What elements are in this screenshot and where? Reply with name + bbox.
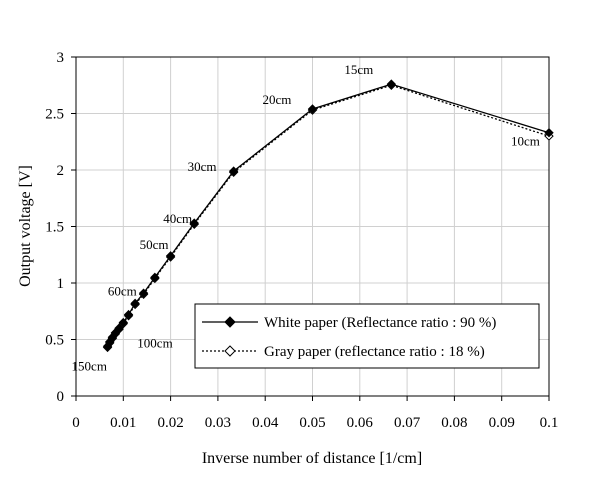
y-tick-label: 2.5 (45, 107, 64, 123)
data-point-white-paper (165, 251, 176, 261)
x-tick-label: 0.08 (441, 415, 467, 431)
y-axis: 0 0.5 1 1.5 2 2.5 3 (45, 50, 76, 405)
x-tick-label: 0.02 (157, 415, 183, 431)
x-tick-label: 0 (72, 415, 80, 431)
x-tick-label: 0.07 (394, 415, 421, 431)
x-tick-label: 0.09 (489, 415, 515, 431)
x-tick-label: 0.1 (540, 415, 559, 431)
distance-label: 150cm (72, 358, 107, 373)
distance-label: 30cm (188, 159, 217, 174)
legend-entry-gray-paper: Gray paper (reflectance ratio : 18 %) (202, 344, 485, 360)
legend-label-white-paper: White paper (Reflectance ratio : 90 %) (264, 315, 496, 331)
legend: White paper (Reflectance ratio : 90 %) G… (194, 303, 540, 369)
data-point-white-paper (123, 309, 134, 320)
distance-label: 40cm (163, 211, 192, 226)
y-tick-label: 2 (57, 163, 65, 179)
data-point-white-paper (544, 128, 554, 138)
data-point-white-paper (228, 166, 239, 176)
y-tick-label: 1 (57, 276, 65, 292)
distance-label: 50cm (140, 237, 169, 252)
x-tick-label: 0.03 (205, 415, 231, 431)
distance-label: 100cm (137, 336, 172, 351)
data-point-white-paper (118, 317, 129, 328)
distance-label: 20cm (263, 92, 292, 107)
distance-label: 10cm (511, 134, 540, 149)
y-tick-label: 1.5 (45, 220, 64, 236)
data-point-white-paper (307, 104, 318, 114)
y-tick-label: 3 (57, 50, 65, 66)
legend-marker-gray-paper (224, 345, 236, 357)
y-tick-label: 0 (57, 389, 65, 405)
x-tick-label: 0.05 (299, 415, 325, 431)
data-point-white-paper (130, 298, 140, 309)
series-markers (102, 79, 554, 353)
legend-marker-white-paper (224, 316, 236, 328)
legend-label-gray-paper: Gray paper (reflectance ratio : 18 %) (264, 344, 485, 360)
data-point-white-paper (189, 218, 199, 228)
distance-label: 60cm (108, 283, 137, 298)
x-axis: 0 0.01 0.02 0.03 0.04 0.05 0.06 0.07 0.08 0.09 0.1 (72, 396, 558, 431)
legend-entry-white-paper: White paper (Reflectance ratio : 90 %) (202, 315, 496, 331)
x-tick-label: 0.06 (347, 415, 374, 431)
x-tick-label: 0.01 (110, 415, 136, 431)
distance-label: 15cm (344, 62, 373, 77)
x-tick-label: 0.04 (252, 415, 279, 431)
data-point-white-paper (386, 79, 397, 89)
data-point-white-paper (150, 272, 160, 283)
y-axis-title: Output voltage [V] (17, 165, 34, 287)
data-point-white-paper (138, 288, 149, 298)
data-point-white-paper (114, 323, 124, 333)
distance-annotations: 150cm 100cm 60cm 50cm 40cm 30cm 20cm 15cm 10cm (72, 62, 540, 373)
legend-box (194, 303, 540, 369)
y-tick-label: 0.5 (45, 333, 64, 349)
x-axis-title: Inverse number of distance [1/cm] (202, 450, 422, 467)
